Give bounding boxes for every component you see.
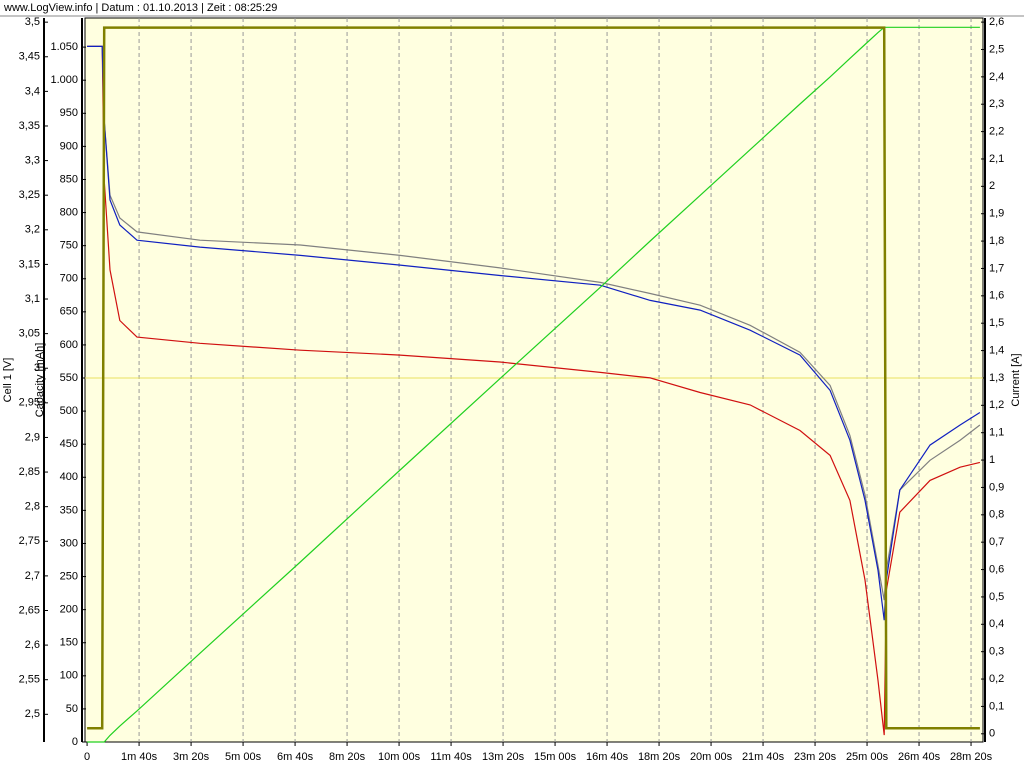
y-tick-label: 3,3 (25, 154, 40, 166)
y3-tick-label: 750 (60, 240, 78, 252)
y2-tick-label: 1,3 (989, 372, 1004, 384)
y2-tick-label: 0,7 (989, 536, 1004, 548)
y3-tick-label: 150 (60, 637, 78, 649)
y2-tick-label: 1,8 (989, 235, 1004, 247)
y-tick-label: 2,55 (19, 674, 40, 686)
x-tick-label: 28m 20s (950, 751, 993, 763)
y2-tick-label: 2,4 (989, 71, 1004, 83)
y-tick-label: 3 (34, 362, 40, 374)
x-tick-label: 16m 40s (586, 751, 629, 763)
y2-tick-label: 0,2 (989, 673, 1004, 685)
y2-tick-label: 1,6 (989, 290, 1004, 302)
y2-tick-label: 2 (989, 180, 995, 192)
y2-tick-label: 2,3 (989, 98, 1004, 110)
y3-tick-label: 550 (60, 372, 78, 384)
y3-tick-label: 0 (72, 736, 78, 748)
y2-axis-title: Current [A] (1010, 353, 1022, 406)
y2-tick-label: 1,9 (989, 208, 1004, 220)
y3-tick-label: 450 (60, 438, 78, 450)
x-tick-label: 21m 40s (742, 751, 785, 763)
y3-tick-label: 850 (60, 173, 78, 185)
series-line (87, 26, 980, 743)
y3-tick-label: 250 (60, 570, 78, 582)
y2-tick-label: 1,7 (989, 262, 1004, 274)
y-tick-label: 3,4 (25, 85, 40, 97)
x-tick-label: 20m 00s (690, 751, 733, 763)
y2-tick-label: 0,3 (989, 646, 1004, 658)
y2-tick-label: 1 (989, 454, 995, 466)
y2-tick-label: 0,8 (989, 509, 1004, 521)
y3-tick-label: 500 (60, 405, 78, 417)
y-tick-label: 3,15 (19, 258, 40, 270)
y3-tick-label: 350 (60, 504, 78, 516)
y3-tick-label: 950 (60, 107, 78, 119)
y3-tick-label: 1.050 (50, 41, 78, 53)
series-line (87, 26, 980, 730)
y-tick-label: 2,7 (25, 570, 40, 582)
y3-tick-label: 900 (60, 140, 78, 152)
y2-tick-label: 2,2 (989, 126, 1004, 138)
y2-tick-label: 1,4 (989, 344, 1004, 356)
y2-tick-label: 1,5 (989, 317, 1004, 329)
y2-tick-label: 0,1 (989, 700, 1004, 712)
y3-tick-label: 100 (60, 670, 78, 682)
y3-tick-label: 700 (60, 273, 78, 285)
y2-tick-label: 2,6 (989, 16, 1004, 28)
x-tick-label: 8m 20s (329, 751, 366, 763)
x-tick-label: 0 (84, 751, 90, 763)
y3-tick-label: 800 (60, 206, 78, 218)
y2-tick-label: 0,5 (989, 591, 1004, 603)
y2-tick-label: 2,5 (989, 43, 1004, 55)
y2-tick-label: 0,6 (989, 563, 1004, 575)
x-tick-label: 1m 40s (121, 751, 158, 763)
y3-tick-label: 1.000 (50, 74, 78, 86)
y-tick-label: 3,25 (19, 189, 40, 201)
y3-tick-label: 400 (60, 471, 78, 483)
plot-area (84, 17, 984, 743)
y3-axis-title: Capacity [mAh] (34, 343, 46, 418)
x-tick-label: 18m 20s (638, 751, 681, 763)
y-tick-label: 3,1 (25, 293, 40, 305)
y3-tick-label: 200 (60, 604, 78, 616)
y3-tick-label: 300 (60, 537, 78, 549)
y2-tick-label: 0 (989, 728, 995, 740)
y2-tick-label: 0,9 (989, 481, 1004, 493)
y-axis-title: Cell 1 [V] (2, 358, 14, 403)
y2-tick-label: 2,1 (989, 153, 1004, 165)
x-tick-label: 11m 40s (430, 751, 472, 763)
x-tick-label: 3m 20s (173, 751, 210, 763)
y2-tick-label: 1,1 (989, 427, 1004, 439)
x-tick-label: 5m 00s (225, 751, 262, 763)
y-tick-label: 3,5 (25, 16, 40, 28)
y-tick-label: 2,95 (19, 397, 40, 409)
y3-tick-label: 600 (60, 339, 78, 351)
x-tick-label: 26m 40s (898, 751, 941, 763)
x-tick-label: 23m 20s (794, 751, 837, 763)
y-tick-label: 3,45 (19, 51, 40, 63)
header-title: www.LogView.info | Datum : 01.10.2013 | … (3, 2, 277, 14)
y3-tick-label: 650 (60, 306, 78, 318)
y-tick-label: 2,6 (25, 639, 40, 651)
y2-tick-label: 0,4 (989, 618, 1004, 630)
x-tick-label: 15m 00s (534, 751, 577, 763)
x-tick-label: 25m 00s (846, 751, 889, 763)
y-tick-label: 2,5 (25, 708, 40, 720)
x-tick-label: 13m 20s (482, 751, 525, 763)
y-tick-label: 3,05 (19, 328, 40, 340)
y-tick-label: 2,85 (19, 466, 40, 478)
x-tick-label: 6m 40s (277, 751, 314, 763)
x-tick-label: 10m 00s (378, 751, 421, 763)
y2-tick-label: 1,2 (989, 399, 1004, 411)
y-tick-label: 2,9 (25, 431, 40, 443)
y-tick-label: 2,75 (19, 535, 40, 547)
y-tick-label: 3,2 (25, 224, 40, 236)
y-tick-label: 2,65 (19, 604, 40, 616)
y-tick-label: 3,35 (19, 120, 40, 132)
y3-tick-label: 50 (66, 703, 78, 715)
y-tick-label: 2,8 (25, 501, 40, 513)
